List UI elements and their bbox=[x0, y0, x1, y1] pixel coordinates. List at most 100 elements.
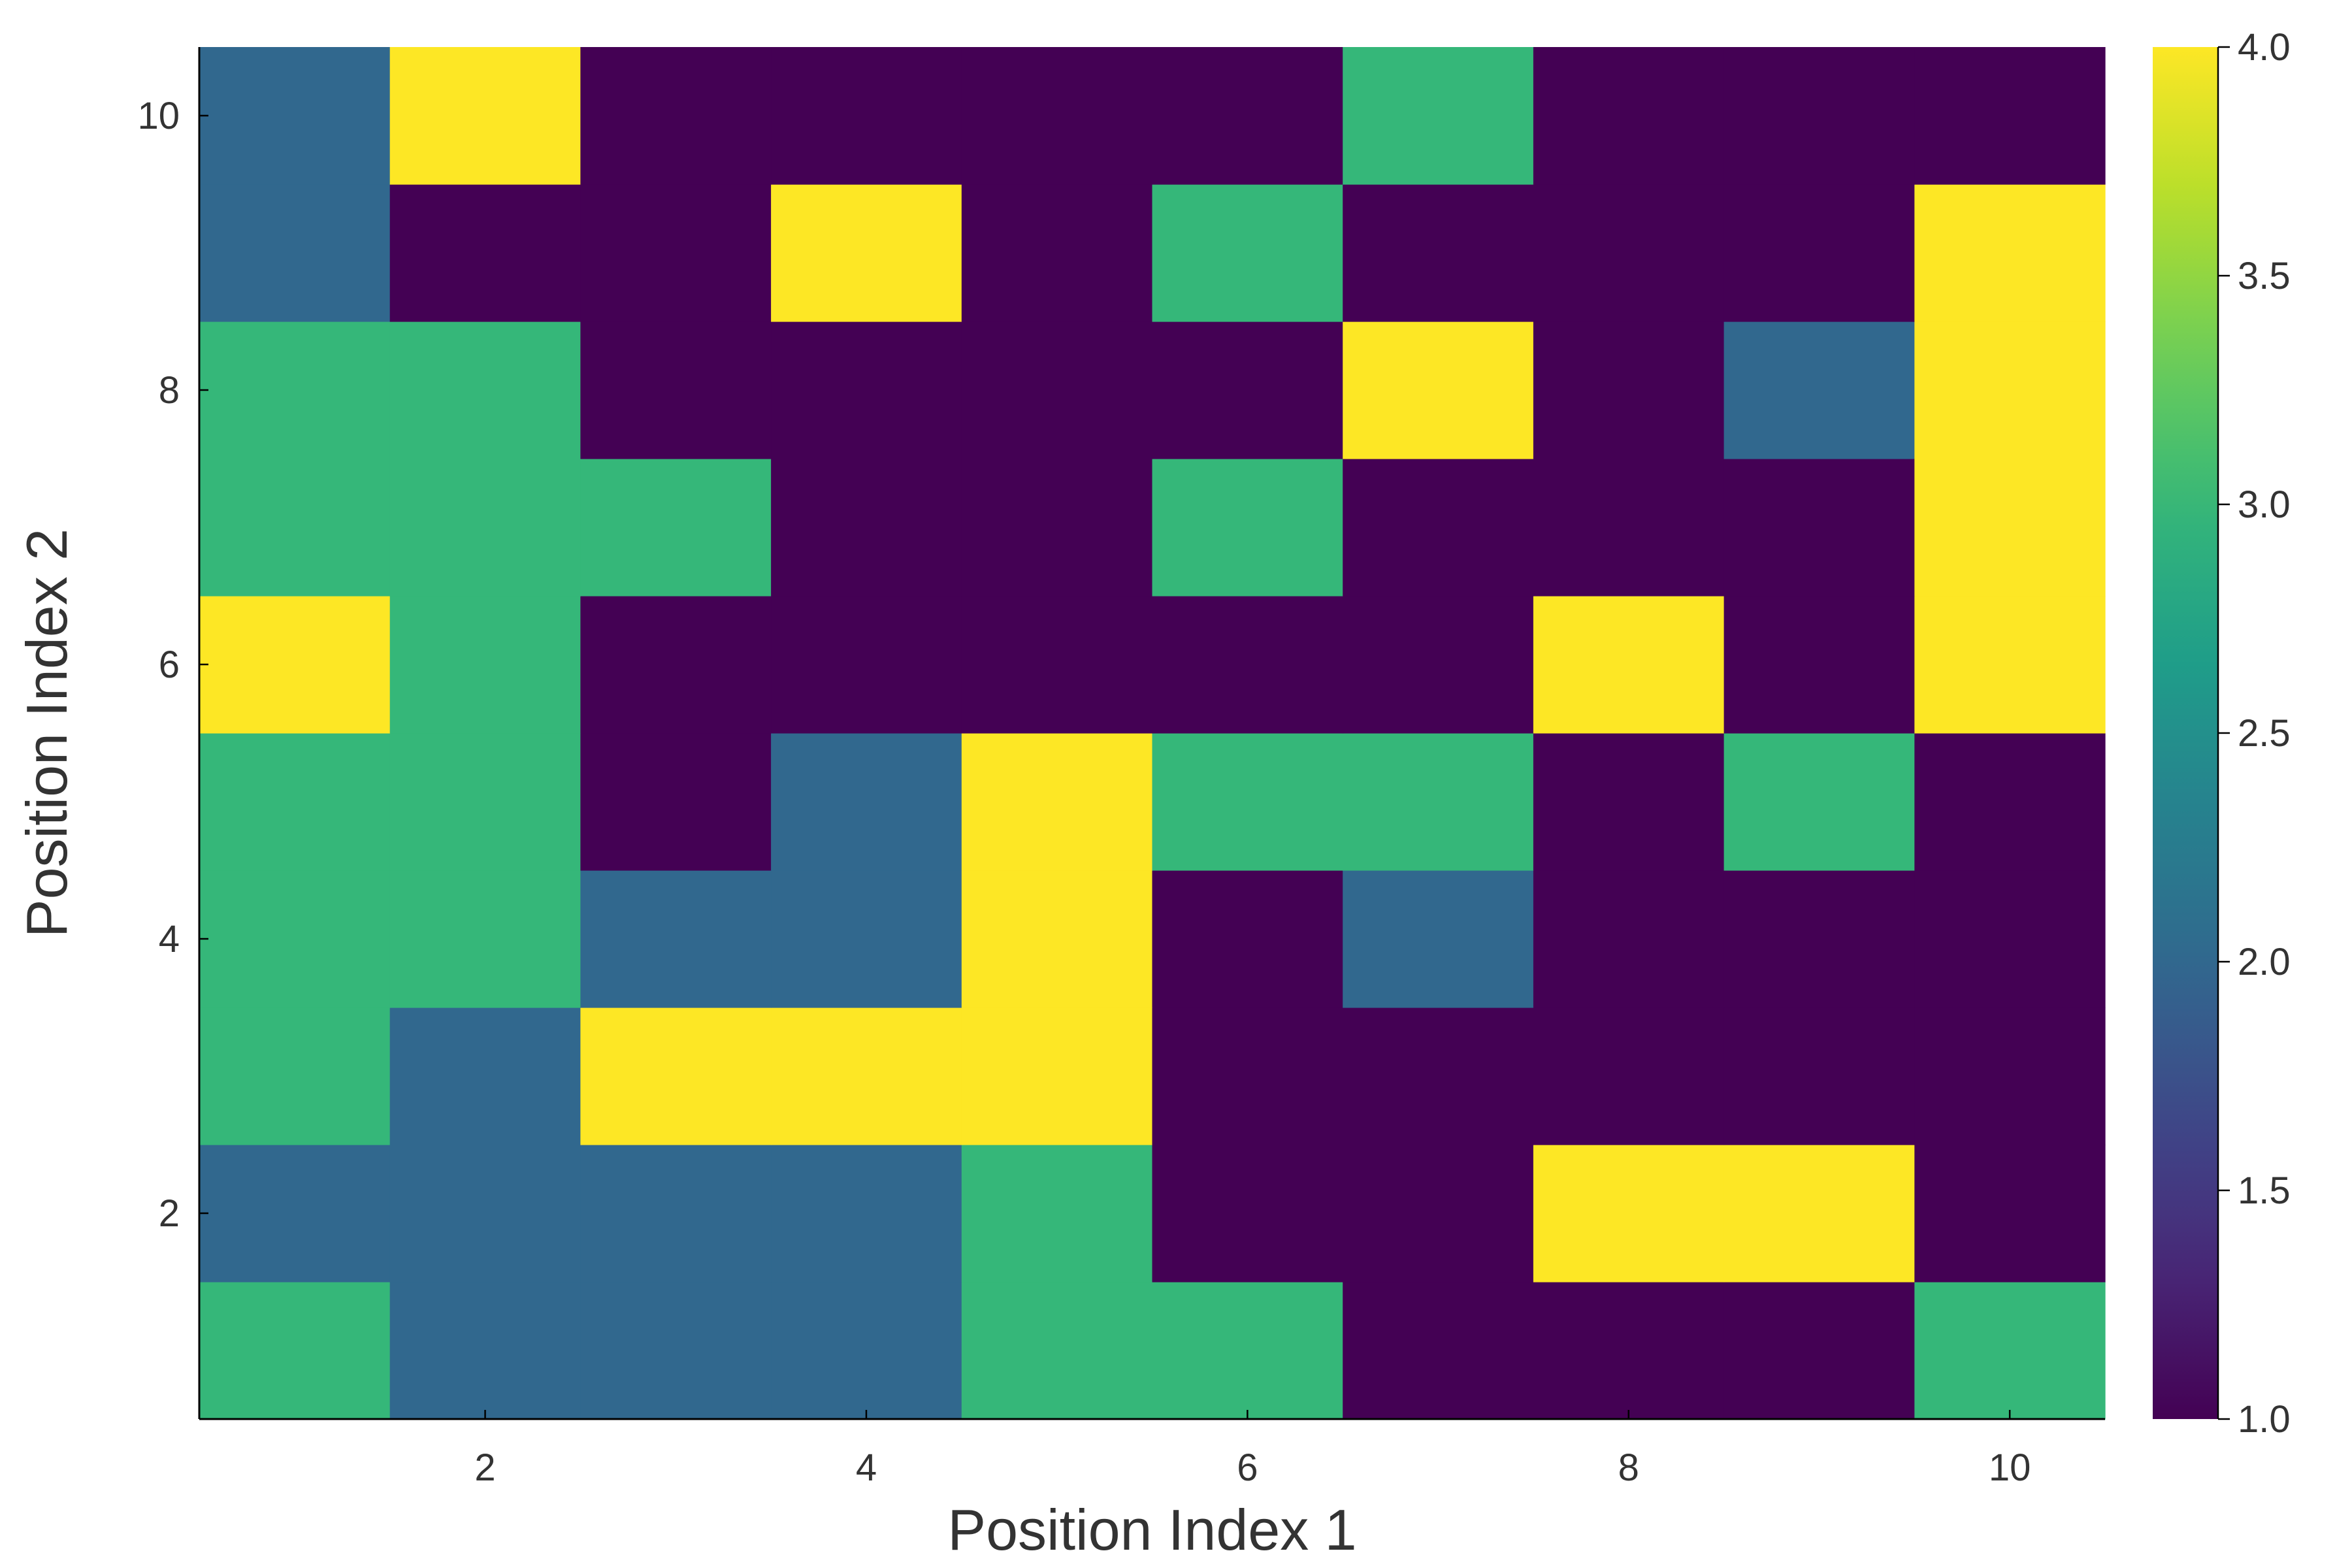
heatmap-cell bbox=[961, 184, 1153, 322]
y-tick-label: 2 bbox=[159, 1192, 180, 1235]
heatmap-cell bbox=[1152, 1282, 1343, 1420]
heatmap-cell bbox=[580, 184, 772, 322]
heatmap-cell bbox=[580, 47, 772, 185]
x-tick-label: 8 bbox=[1618, 1446, 1639, 1489]
heatmap-cell bbox=[771, 1007, 962, 1145]
heatmap-cell bbox=[580, 1007, 772, 1145]
heatmap-cell bbox=[1343, 870, 1534, 1008]
heatmap-cell bbox=[1723, 47, 1915, 185]
heatmap-cell bbox=[771, 184, 962, 322]
heatmap-cell bbox=[771, 1145, 962, 1282]
colorbar-tick-label: 1.5 bbox=[2238, 1169, 2291, 1212]
heatmap-cell bbox=[961, 321, 1153, 459]
heatmap-cell bbox=[1723, 184, 1915, 322]
heatmap-cell bbox=[389, 1007, 581, 1145]
heatmap-cell bbox=[1343, 184, 1534, 322]
heatmap-cell bbox=[199, 321, 391, 459]
colorbar: 1.0 1.5 2.0 2.5 3.0 3.5 4.0 bbox=[2153, 26, 2291, 1441]
x-axis-label: Position Index 1 bbox=[947, 1497, 1356, 1562]
heatmap-cell bbox=[961, 1282, 1153, 1420]
heatmap-cell bbox=[1914, 321, 2106, 459]
heatmap-cell bbox=[580, 1282, 772, 1420]
heatmap-cell bbox=[389, 733, 581, 871]
heatmap-cell bbox=[1533, 870, 1725, 1008]
heatmap-cell bbox=[1343, 47, 1534, 185]
heatmap-cell bbox=[580, 733, 772, 871]
heatmap-cell bbox=[1533, 596, 1725, 734]
x-tick-label: 4 bbox=[856, 1446, 877, 1489]
heatmap-cell bbox=[961, 1007, 1153, 1145]
heatmap-cell bbox=[1152, 733, 1343, 871]
heatmap-cell bbox=[1914, 596, 2106, 734]
heatmap-cell bbox=[1723, 870, 1915, 1008]
x-tick-label: 2 bbox=[474, 1446, 495, 1489]
heatmap-cell bbox=[961, 733, 1153, 871]
heatmap-cell bbox=[1343, 596, 1534, 734]
heatmap-cell bbox=[1343, 1145, 1534, 1282]
heatmap-cell bbox=[1723, 733, 1915, 871]
heatmap-cell bbox=[1723, 321, 1915, 459]
heatmap-cell bbox=[1914, 1007, 2106, 1145]
heatmap-cell bbox=[1533, 1145, 1725, 1282]
heatmap-cell bbox=[1914, 870, 2106, 1008]
heatmap-cell bbox=[771, 321, 962, 459]
colorbar-tick-label: 1.0 bbox=[2238, 1398, 2291, 1441]
heatmap-cell bbox=[389, 47, 581, 185]
heatmap-cell bbox=[771, 596, 962, 734]
heatmap-cell bbox=[1914, 1282, 2106, 1420]
colorbar-tick-label: 2.5 bbox=[2238, 712, 2291, 755]
heatmap-cell bbox=[1152, 1145, 1343, 1282]
heatmap-cell bbox=[1533, 184, 1725, 322]
y-tick-label: 10 bbox=[137, 95, 180, 137]
heatmap-cell bbox=[580, 1145, 772, 1282]
heatmap-cell bbox=[961, 596, 1153, 734]
heatmap-cell bbox=[1152, 459, 1343, 596]
heatmap-cell bbox=[1533, 47, 1725, 185]
heatmap-cell bbox=[389, 1145, 581, 1282]
heatmap-cell bbox=[1723, 596, 1915, 734]
heatmap-cell bbox=[1152, 870, 1343, 1008]
heatmap-cell bbox=[580, 870, 772, 1008]
heatmap-cell bbox=[1914, 47, 2106, 185]
x-axis-ticks: 2 4 6 8 10 bbox=[474, 1410, 2031, 1489]
heatmap-cell bbox=[1343, 459, 1534, 596]
heatmap-cell bbox=[1152, 184, 1343, 322]
heatmap-cell bbox=[1914, 459, 2106, 596]
heatmap-cell bbox=[1152, 321, 1343, 459]
heatmap-cell bbox=[961, 47, 1153, 185]
heatmap-cell bbox=[1152, 596, 1343, 734]
heatmap-cell bbox=[771, 733, 962, 871]
heatmap-cells bbox=[199, 47, 2106, 1420]
y-axis-label: Position Index 2 bbox=[14, 529, 79, 938]
heatmap-cell bbox=[961, 459, 1153, 596]
y-tick-label: 8 bbox=[159, 369, 180, 412]
heatmap-cell bbox=[389, 459, 581, 596]
heatmap-cell bbox=[1343, 321, 1534, 459]
heatmap-cell bbox=[199, 459, 391, 596]
heatmap-cell bbox=[1152, 47, 1343, 185]
heatmap-cell bbox=[1914, 184, 2106, 322]
x-tick-label: 10 bbox=[1989, 1446, 2031, 1489]
heatmap-cell bbox=[771, 47, 962, 185]
heatmap-cell bbox=[580, 596, 772, 734]
heatmap-cell bbox=[1723, 1282, 1915, 1420]
heatmap-cell bbox=[580, 459, 772, 596]
heatmap-cell bbox=[389, 184, 581, 322]
heatmap-cell bbox=[389, 596, 581, 734]
heatmap-cell bbox=[1533, 459, 1725, 596]
colorbar-tick-label: 2.0 bbox=[2238, 941, 2291, 983]
x-tick-label: 6 bbox=[1237, 1446, 1258, 1489]
heatmap-cell bbox=[199, 47, 391, 185]
colorbar-tick-label: 3.5 bbox=[2238, 255, 2291, 297]
y-tick-label: 6 bbox=[159, 644, 180, 686]
heatmap-cell bbox=[199, 184, 391, 322]
heatmap-cell bbox=[199, 1282, 391, 1420]
heatmap-cell bbox=[580, 321, 772, 459]
heatmap-cell bbox=[199, 870, 391, 1008]
heatmap-cell bbox=[1152, 1007, 1343, 1145]
heatmap-cell bbox=[771, 1282, 962, 1420]
heatmap-cell bbox=[1914, 733, 2106, 871]
heatmap-cell bbox=[389, 321, 581, 459]
y-axis-ticks: 2 4 6 8 10 bbox=[137, 95, 208, 1235]
